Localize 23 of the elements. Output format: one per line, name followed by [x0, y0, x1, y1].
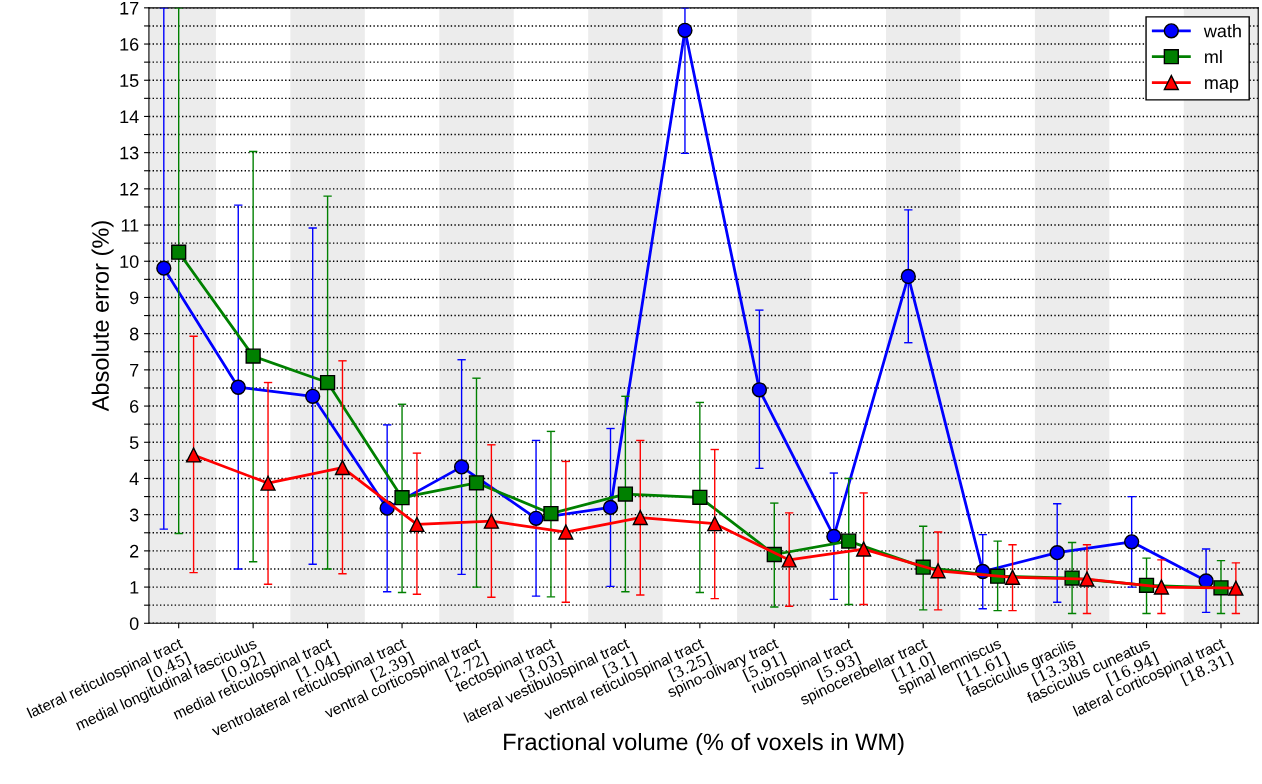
y-tick-label: 12: [120, 182, 139, 196]
y-tick-label: 2: [130, 544, 139, 558]
y-tick-label: 5: [129, 436, 139, 449]
y-tick-label: 11: [121, 219, 139, 232]
y-axis-title: Absolute error (%): [91, 221, 114, 412]
y-tick-label: 17: [120, 1, 139, 15]
y-tick-label: 13: [120, 146, 139, 160]
y-tick-label: 0: [129, 617, 139, 630]
y-tick-label: 16: [120, 37, 139, 51]
legend-label: map: [1205, 79, 1239, 93]
y-tick-label: 10: [120, 255, 139, 268]
y-tick-label: 7: [130, 363, 139, 377]
y-tick-label: 15: [120, 74, 139, 87]
y-tick-label: 14: [120, 110, 139, 123]
y-tick-label: 3: [129, 508, 139, 522]
y-tick-label: 8: [129, 327, 139, 341]
y-tick-label: 9: [130, 291, 139, 305]
y-tick-label: 6: [130, 400, 139, 413]
y-tick-label: 1: [130, 581, 139, 594]
legend-label: wath: [1203, 24, 1241, 38]
y-tick-label: 4: [129, 472, 139, 486]
legend-label: ml: [1205, 49, 1222, 64]
x-axis-title: Fractional volume (% of voxels in WM): [504, 733, 904, 755]
